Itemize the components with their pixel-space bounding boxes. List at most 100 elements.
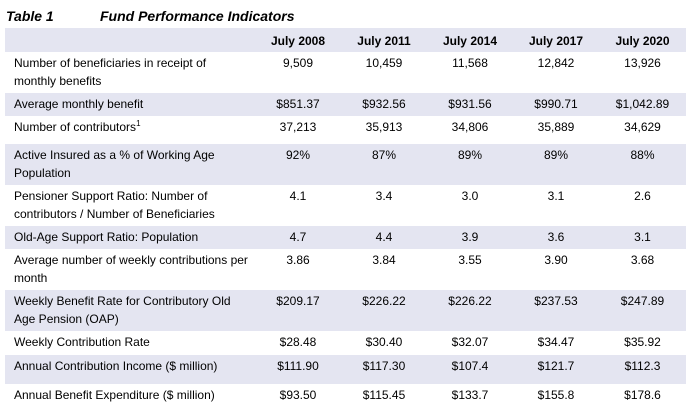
table-cell: 3.84 <box>341 249 427 290</box>
row-label-text: Active Insured as a % of Working Age Pop… <box>14 148 215 180</box>
column-header: July 2014 <box>427 28 513 52</box>
row-label: Annual Contribution Income ($ million) <box>5 355 255 384</box>
table-cell: 92% <box>255 144 341 185</box>
table-cell: 3.0 <box>427 185 513 226</box>
table-caption: Table 1 Fund Performance Indicators <box>6 6 294 26</box>
table-cell: 3.1 <box>599 226 686 249</box>
table-cell: $155.8 <box>513 384 599 410</box>
table-cell: $93.50 <box>255 384 341 410</box>
row-label-text: Annual Contribution Income ($ million) <box>14 359 218 373</box>
table-cell: 34,806 <box>427 116 513 144</box>
row-label-text: Average number of weekly contributions p… <box>14 253 248 285</box>
table-number: Table 1 <box>6 8 54 24</box>
table-cell: 3.86 <box>255 249 341 290</box>
row-label-text: Annual Benefit Expenditure ($ million) <box>14 388 215 402</box>
table-cell: 10,459 <box>341 52 427 93</box>
row-label-text: Weekly Contribution Rate <box>14 335 150 349</box>
table-cell: 35,913 <box>341 116 427 144</box>
table-row: Pensioner Support Ratio: Number of contr… <box>5 185 686 226</box>
header-blank-cell <box>5 28 255 52</box>
row-label-text: Number of contributors <box>14 120 137 134</box>
table-row: Annual Contribution Income ($ million) $1… <box>5 355 686 384</box>
row-label: Pensioner Support Ratio: Number of contr… <box>5 185 255 226</box>
table-cell: $111.90 <box>255 355 341 384</box>
table-row: Average monthly benefit $851.37 $932.56 $93… <box>5 93 686 116</box>
table-cell: $28.48 <box>255 331 341 355</box>
table-cell: $932.56 <box>341 93 427 116</box>
row-label: Average monthly benefit <box>5 93 255 116</box>
table-cell: 3.4 <box>341 185 427 226</box>
table-row: Weekly Contribution Rate $28.48 $30.40 $32.… <box>5 331 686 355</box>
row-label-text: Average monthly benefit <box>14 97 144 111</box>
table-cell: 3.6 <box>513 226 599 249</box>
table-cell: $117.30 <box>341 355 427 384</box>
table-cell: 3.9 <box>427 226 513 249</box>
table-cell: 37,213 <box>255 116 341 144</box>
row-label-text: Pensioner Support Ratio: Number of contr… <box>14 189 215 221</box>
table-cell: 34,629 <box>599 116 686 144</box>
table-row: Number of contributors1 37,213 35,913 34,80… <box>5 116 686 144</box>
table-cell: $115.45 <box>341 384 427 410</box>
table-cell: $121.7 <box>513 355 599 384</box>
table-cell: $133.7 <box>427 384 513 410</box>
header-row: July 2008 July 2011 July 2014 July 2017 … <box>5 28 686 52</box>
table-title: Fund Performance Indicators <box>100 8 295 24</box>
column-header: July 2017 <box>513 28 599 52</box>
table-cell: 4.4 <box>341 226 427 249</box>
table-cell: $32.07 <box>427 331 513 355</box>
row-label: Active Insured as a % of Working Age Pop… <box>5 144 255 185</box>
table-cell: 11,568 <box>427 52 513 93</box>
table-row: Old-Age Support Ratio: Population 4.7 4.4 3… <box>5 226 686 249</box>
table-cell: $226.22 <box>341 290 427 331</box>
table-cell: 88% <box>599 144 686 185</box>
table-cell: 35,889 <box>513 116 599 144</box>
table-cell: $34.47 <box>513 331 599 355</box>
row-label-text: Number of beneficiaries in receipt of mo… <box>14 56 207 88</box>
table-cell: $226.22 <box>427 290 513 331</box>
row-label: Old-Age Support Ratio: Population <box>5 226 255 249</box>
table-cell: 4.7 <box>255 226 341 249</box>
row-label: Weekly Benefit Rate for Contributory Old… <box>5 290 255 331</box>
table-cell: 3.68 <box>599 249 686 290</box>
row-label: Average number of weekly contributions p… <box>5 249 255 290</box>
table-row: Number of beneficiaries in receipt of mo… <box>5 52 686 93</box>
row-label: Number of beneficiaries in receipt of mo… <box>5 52 255 93</box>
table-row: Active Insured as a % of Working Age Pop… <box>5 144 686 185</box>
table-cell: 2.6 <box>599 185 686 226</box>
table-cell: 3.90 <box>513 249 599 290</box>
table-cell: $237.53 <box>513 290 599 331</box>
table-cell: $931.56 <box>427 93 513 116</box>
table-cell: 3.1 <box>513 185 599 226</box>
table-row: Average number of weekly contributions p… <box>5 249 686 290</box>
column-header: July 2011 <box>341 28 427 52</box>
table-cell: $990.71 <box>513 93 599 116</box>
table-cell: 3.55 <box>427 249 513 290</box>
table-cell: $112.3 <box>599 355 686 384</box>
table-cell: $178.6 <box>599 384 686 410</box>
table-cell: $30.40 <box>341 331 427 355</box>
footnote-marker: 1 <box>136 119 141 128</box>
table-cell: 4.1 <box>255 185 341 226</box>
table-cell: 89% <box>427 144 513 185</box>
table-row: Weekly Benefit Rate for Contributory Old… <box>5 290 686 331</box>
table-cell: $35.92 <box>599 331 686 355</box>
table-cell: 89% <box>513 144 599 185</box>
row-label: Annual Benefit Expenditure ($ million) <box>5 384 255 410</box>
table-cell: 87% <box>341 144 427 185</box>
row-label: Weekly Contribution Rate <box>5 331 255 355</box>
row-label-text: Old-Age Support Ratio: Population <box>14 230 199 244</box>
table-cell: 12,842 <box>513 52 599 93</box>
table-cell: 9,509 <box>255 52 341 93</box>
table-row: Annual Benefit Expenditure ($ million) $9… <box>5 384 686 410</box>
table-cell: $247.89 <box>599 290 686 331</box>
column-header: July 2008 <box>255 28 341 52</box>
table-cell: $1,042.89 <box>599 93 686 116</box>
table-cell: $209.17 <box>255 290 341 331</box>
table-cell: 13,926 <box>599 52 686 93</box>
column-header: July 2020 <box>599 28 686 52</box>
row-label: Number of contributors1 <box>5 116 255 144</box>
row-label-text: Weekly Benefit Rate for Contributory Old… <box>14 294 231 326</box>
fund-performance-table: July 2008 July 2011 July 2014 July 2017 … <box>5 28 686 410</box>
table-cell: $851.37 <box>255 93 341 116</box>
